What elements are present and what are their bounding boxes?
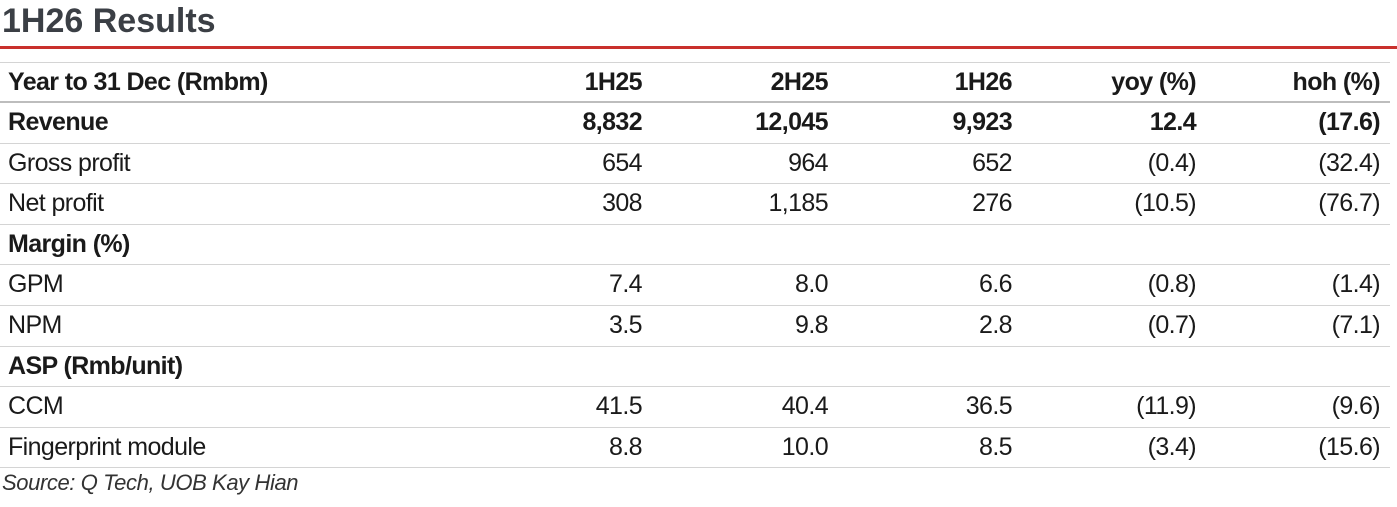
column-header: 1H26 (954, 68, 1013, 96)
row-label: ASP (Rmb/unit) (8, 351, 183, 380)
cell-value: (15.6) (1318, 432, 1380, 461)
cell-value: 9.8 (795, 311, 829, 339)
cell-value: (7.1) (1331, 311, 1381, 339)
row-label: Revenue (8, 108, 109, 136)
row-label: NPM (8, 311, 62, 339)
row-label: Gross profit (8, 148, 131, 177)
cell-value: 2.8 (979, 311, 1013, 339)
rule (0, 62, 1390, 63)
cell-value: (3.4) (1147, 432, 1197, 461)
row-label: CCM (8, 392, 64, 421)
cell-value: 6.6 (979, 270, 1013, 299)
row-rule (0, 143, 1390, 144)
title-rule (0, 46, 1397, 49)
rule (0, 101, 1390, 103)
column-header: 1H25 (584, 68, 643, 96)
column-header: Year to 31 Dec (Rmbm) (8, 68, 268, 96)
cell-value: 308 (602, 189, 643, 218)
cell-value: (1.4) (1331, 270, 1381, 299)
cell-value: 8.0 (795, 270, 829, 299)
cell-value: 1,185 (768, 189, 828, 218)
row-label: GPM (8, 270, 64, 299)
row-rule (0, 467, 1390, 468)
cell-value: (11.9) (1136, 392, 1196, 421)
cell-value: 3.5 (609, 311, 643, 339)
column-header: yoy (%) (1111, 68, 1196, 96)
row-rule (0, 264, 1390, 265)
row-rule (0, 346, 1390, 347)
source: Source: Q Tech, UOB Kay Hian (2, 470, 299, 495)
cell-value: 10.0 (781, 432, 829, 461)
cell-value: (9.6) (1331, 392, 1381, 421)
row-rule (0, 305, 1390, 306)
cell-value: (0.4) (1147, 148, 1197, 177)
cell-value: 9,923 (952, 108, 1012, 136)
cell-value: 12,045 (755, 108, 828, 136)
row-rule (0, 427, 1390, 428)
row-label: Net profit (8, 189, 104, 218)
cell-value: 276 (972, 189, 1013, 218)
cell-value: 41.5 (595, 392, 643, 421)
cell-value: 964 (788, 148, 829, 177)
cell-value: 36.5 (965, 392, 1013, 421)
cell-value: 8.5 (979, 432, 1013, 461)
column-header: 2H25 (770, 68, 829, 96)
cell-value: 7.4 (609, 270, 643, 299)
row-rule (0, 386, 1390, 387)
row-rule (0, 224, 1390, 225)
title: 1H26 Results (2, 2, 216, 40)
cell-value: (0.8) (1147, 270, 1197, 299)
cell-value: (32.4) (1318, 148, 1380, 177)
row-label: Fingerprint module (8, 432, 206, 461)
cell-value: 654 (602, 148, 643, 177)
cell-value: (0.7) (1147, 311, 1197, 339)
cell-value: 40.4 (781, 392, 829, 421)
row-label: Margin (%) (8, 229, 130, 258)
cell-value: 8,832 (582, 108, 642, 136)
cell-value: (10.5) (1134, 189, 1196, 218)
cell-value: (76.7) (1318, 189, 1380, 218)
cell-value: 8.8 (609, 432, 643, 461)
row-rule (0, 183, 1390, 184)
cell-value: 12.4 (1149, 108, 1197, 136)
cell-value: 652 (972, 148, 1013, 177)
cell-value: (17.6) (1318, 108, 1380, 136)
column-header: hoh (%) (1292, 68, 1381, 96)
